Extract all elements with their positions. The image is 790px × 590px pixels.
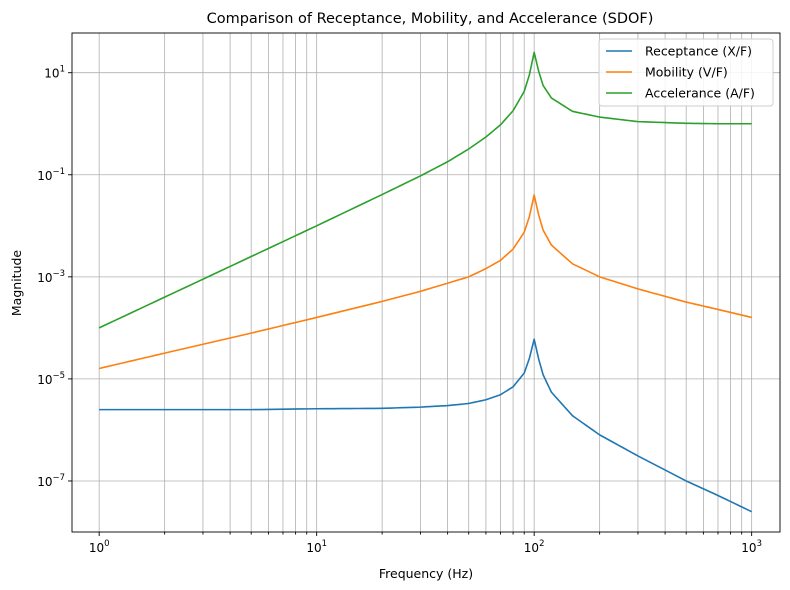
x-tick-label: 103 [741,539,762,555]
y-tick-label: 10−3 [37,269,65,285]
y-tick-label: 10−7 [37,473,65,489]
legend-box [598,38,774,107]
y-tick-label: 101 [44,65,65,81]
chart-title: Comparison of Receptance, Mobility, and … [207,11,654,27]
x-tick-label: 102 [524,539,545,555]
y-tick-label: 10−5 [37,371,65,387]
x-axis-label: Frequency (Hz) [379,566,473,581]
y-tick-label: 10−1 [37,167,65,183]
legend: Receptance (X/F) Mobility (V/F) Acceleranc… [598,38,774,107]
series-line-2 [98,194,752,370]
series-line-3 [98,51,752,329]
x-tick-label: 101 [306,539,327,555]
x-tick-label: 100 [89,539,110,555]
series-group [98,51,752,513]
grid [72,33,780,532]
y-axis-label: Magnitude [9,250,24,317]
plot-frame [71,32,781,533]
legend-label-3: Accelerance (A/F) [645,86,755,101]
x-axis: 100 101 102 103 [89,532,762,555]
legend-label-1: Receptance (X/F) [645,44,752,59]
y-axis: 10−7 10−5 10−3 10−1 101 [37,65,72,489]
legend-label-2: Mobility (V/F) [645,65,728,80]
series-line-1 [99,338,752,513]
